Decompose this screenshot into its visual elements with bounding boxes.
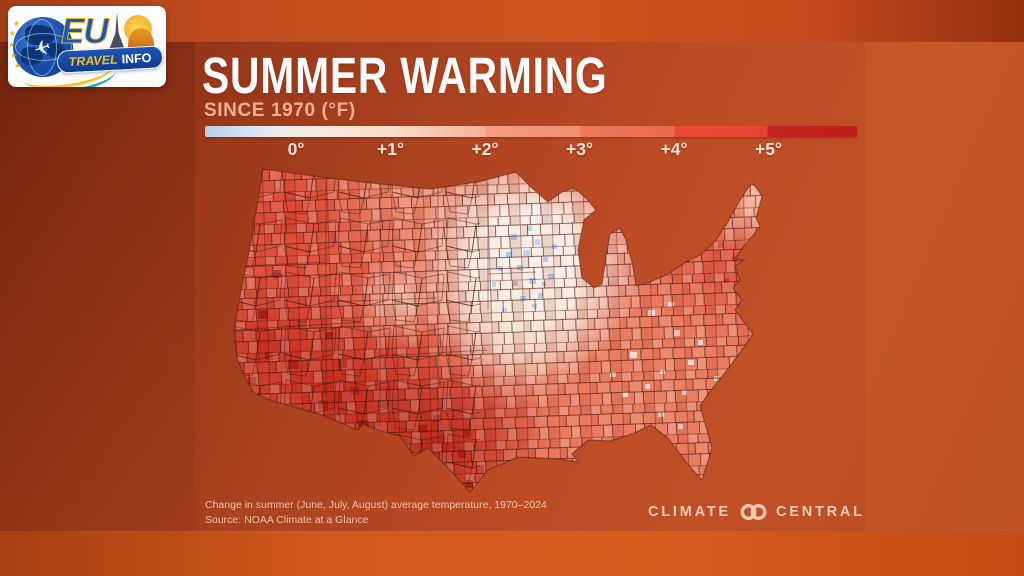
us-map-svg: [233, 168, 763, 493]
caption-line-2: Source: NOAA Climate at a Glance: [205, 513, 369, 526]
logo-travel-text: TRAVEL: [68, 52, 118, 69]
chart-caption: Change in summer (June, July, August) av…: [205, 498, 547, 527]
brand-word-climate: CLIMATE: [648, 504, 731, 520]
state-border-lines: [234, 180, 537, 444]
climate-central-rings-icon: [740, 503, 767, 521]
logo-travel-info-banner: TRAVEL INFO: [56, 45, 164, 74]
eu-star-icon: ★: [10, 51, 18, 60]
brand-word-central: CENTRAL: [775, 504, 865, 520]
us-coastline-outline: [233, 168, 763, 493]
page-subtitle: SINCE 1970 (°F): [204, 100, 356, 121]
scale-tick-3: +3°: [566, 139, 593, 159]
logo-info-text: INFO: [121, 50, 152, 66]
caption-line-1: Change in summer (June, July, August) av…: [205, 499, 547, 511]
eiffel-tower-icon: [109, 12, 125, 50]
county-choropleth-fill: [234, 169, 762, 492]
scale-tick-0: 0°: [287, 139, 305, 159]
scale-tick-5: +5°: [755, 139, 782, 159]
background-bottom-band: [0, 531, 1024, 576]
eu-travel-info-logo: ★ ★ ★ ★ ★ EU ✈ TRAVEL INFO: [8, 6, 166, 87]
scale-tick-4: +4°: [660, 139, 688, 159]
climate-central-wordmark: CLIMATE CENTRAL: [648, 503, 865, 521]
page-title: SUMMER WARMING: [202, 47, 608, 104]
scale-tick-2: +2°: [471, 139, 499, 159]
eu-star-icon: ★: [9, 29, 17, 38]
temperature-color-scale: [205, 126, 857, 137]
dome-building-icon: [128, 28, 154, 50]
eu-star-icon: ★: [8, 40, 16, 49]
background-left-shade: [0, 42, 195, 531]
scale-tick-1: +1°: [377, 139, 404, 159]
us-county-warming-map: [230, 162, 800, 506]
background-right-shade: [865, 42, 1024, 531]
eu-star-icon: ★: [13, 19, 21, 28]
temperature-scale-ticks: 0° +1° +2° +3° +4° +5°: [0, 139, 1024, 161]
logo-eu-text: EU: [61, 12, 110, 52]
background-top-band: [0, 0, 1024, 42]
eu-star-icon: ★: [14, 61, 22, 70]
large-western-county-texture: [234, 169, 480, 492]
